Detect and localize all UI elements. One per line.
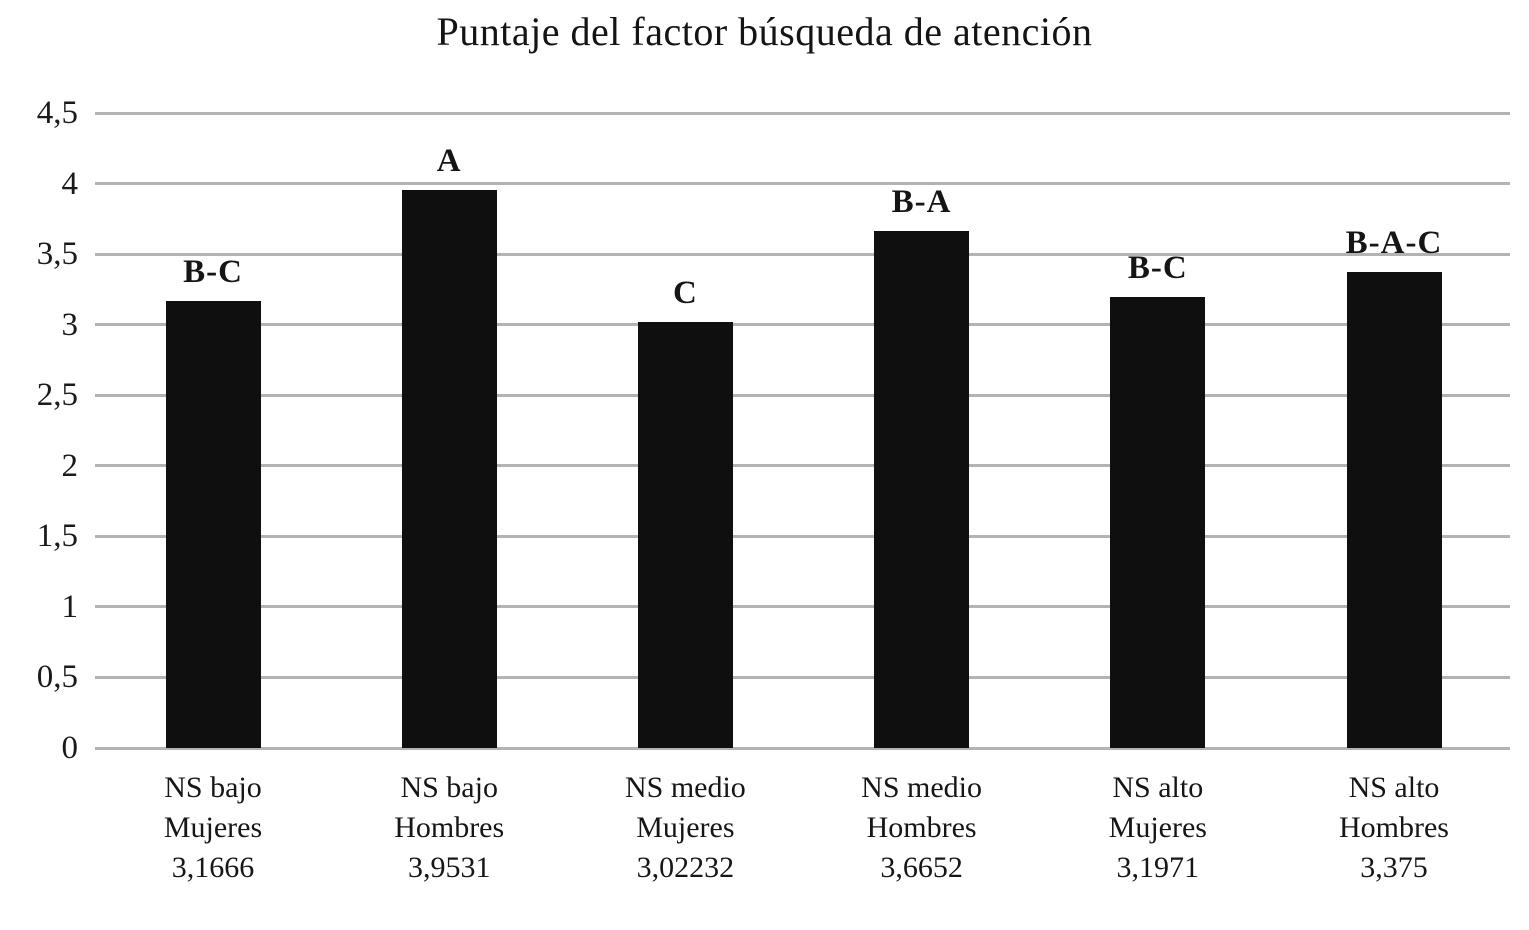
chart-title: Puntaje del factor búsqueda de atención: [436, 9, 1093, 54]
gridline: [95, 182, 1510, 186]
x-category-label-line: Mujeres: [636, 811, 735, 844]
x-category-label-line: 3,6652: [880, 851, 963, 884]
bar: [401, 190, 497, 748]
x-category-label-line: NS bajo: [400, 771, 498, 804]
x-category-label-line: Hombres: [1339, 811, 1449, 844]
x-category-label-line: NS alto: [1112, 771, 1204, 804]
x-category-label-line: 3,02232: [636, 851, 735, 884]
x-category-label-line: NS medio: [624, 771, 746, 804]
x-category-label: NS medio Hombres 3,6652: [807, 768, 1037, 888]
gridline: [95, 111, 1510, 115]
y-tick-label: 4,5: [36, 95, 78, 131]
x-category-label-line: 3,9531: [407, 851, 491, 884]
y-tick-label: 4: [61, 165, 79, 202]
y-tick-label: 3: [61, 306, 79, 343]
bar-annotation: B-C: [1127, 249, 1188, 286]
x-category-label-line: 3,1971: [1116, 851, 1200, 884]
bar-annotation: B-C: [183, 254, 243, 291]
bar: [637, 321, 733, 748]
x-category-label: NS bajo Mujeres 3,1666: [98, 768, 328, 888]
bar: [1346, 271, 1442, 748]
y-tick-label: 1: [61, 588, 79, 625]
bar: [874, 230, 970, 748]
gridline: [95, 534, 1510, 538]
y-tick-label: 0: [61, 730, 79, 766]
y-tick-label: 2,5: [36, 377, 78, 414]
gridline: [95, 746, 1510, 750]
x-category-label: NS medio Mujeres 3,02232: [570, 768, 800, 888]
gridline: [95, 464, 1510, 468]
x-category-label-line: 3,1666: [171, 851, 255, 884]
bar-annotation: B-A-C: [1345, 224, 1443, 261]
x-category-label-line: NS medio: [861, 771, 983, 804]
gridline: [95, 675, 1510, 679]
gridline: [95, 252, 1510, 256]
bar-annotation: B-A: [891, 183, 952, 220]
y-tick-label: 3,5: [36, 236, 78, 273]
x-category-label-line: Hombres: [394, 811, 505, 844]
y-tick-label: 2: [61, 447, 79, 484]
bar: [1110, 296, 1206, 748]
gridline: [95, 393, 1510, 397]
x-category-label-line: NS alto: [1348, 771, 1440, 804]
y-tick-label: 0,5: [36, 659, 78, 696]
x-category-label: NS alto Hombres 3,375: [1279, 768, 1509, 888]
x-category-label: NS bajo Hombres 3,9531: [334, 768, 564, 888]
x-category-label-line: Mujeres: [1108, 811, 1207, 844]
y-tick-label: 1,5: [36, 518, 78, 555]
bar: [165, 301, 261, 748]
x-category-label-line: Mujeres: [163, 811, 263, 844]
x-category-label-line: Hombres: [866, 811, 977, 844]
plot-area: B-C A C B-A B-C B-A-C: [95, 111, 1510, 750]
bar-annotation: C: [672, 274, 698, 311]
gridline: [95, 605, 1510, 609]
gridline: [95, 323, 1510, 327]
x-category-label-line: 3,375: [1360, 851, 1428, 884]
x-category-label-line: NS bajo: [164, 771, 262, 804]
x-category-label: NS alto Mujeres 3,1971: [1043, 768, 1273, 888]
bar-annotation: A: [436, 143, 462, 180]
